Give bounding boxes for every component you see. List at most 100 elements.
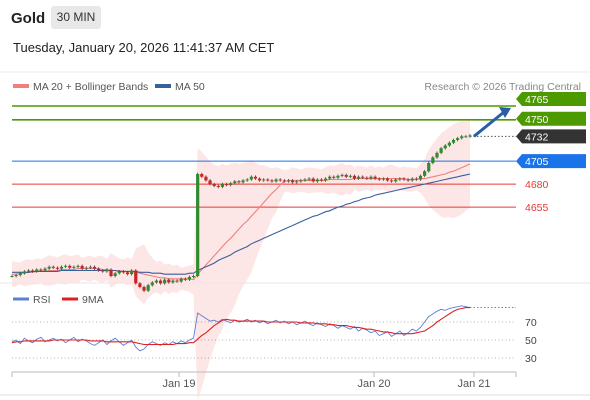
- x-tick-label-2: Jan 20: [357, 378, 390, 390]
- candlestick-series: [10, 134, 472, 293]
- candle-body: [142, 287, 146, 291]
- candle-body: [113, 273, 117, 276]
- rsi-lines: [11, 305, 516, 352]
- candle-body: [35, 269, 39, 272]
- candle-body: [224, 184, 229, 186]
- candle-body: [158, 280, 163, 284]
- rsi-tick-label-30: 30: [525, 353, 537, 365]
- candle-body: [51, 266, 55, 268]
- rsi-grid: 70 50 30: [12, 317, 537, 365]
- candle-body: [14, 275, 18, 277]
- source-credit: Research © 2026 Trading Central: [424, 81, 581, 93]
- candle-body: [154, 280, 159, 283]
- candle-body: [204, 176, 208, 181]
- candle-body: [369, 176, 373, 179]
- candle-body: [134, 270, 138, 284]
- candle-body: [460, 136, 464, 139]
- price-tag-bg-4750: [516, 111, 586, 126]
- price-tag-4750: 4750: [525, 114, 549, 126]
- candle-body: [233, 181, 237, 184]
- candle-body: [39, 269, 43, 271]
- header-bar: Gold 30 MIN: [0, 0, 590, 36]
- candle-body: [290, 180, 295, 183]
- candle-body: [105, 269, 109, 272]
- candle-body: [443, 145, 447, 149]
- candle-body: [257, 178, 262, 181]
- candle-body: [146, 285, 150, 291]
- candle-body: [22, 271, 26, 274]
- candle-body: [183, 278, 187, 280]
- candle-body: [299, 180, 303, 182]
- candle-body: [138, 283, 142, 288]
- candle-body: [212, 184, 216, 186]
- candle-body: [373, 176, 377, 179]
- candle-body: [117, 271, 121, 274]
- candle-body: [356, 176, 361, 179]
- moving-averages: [12, 163, 471, 281]
- candle-body: [10, 276, 14, 277]
- candle-body: [241, 180, 245, 183]
- price-tag-4705: 4705: [525, 156, 549, 168]
- candle-body: [121, 271, 126, 273]
- price-tag-bg-4705: [516, 154, 586, 169]
- candle-body: [43, 268, 47, 271]
- candle-body: [163, 279, 167, 284]
- candle-body: [130, 270, 134, 275]
- price-tag-4655: 4655: [525, 202, 549, 214]
- candle-body: [31, 270, 35, 272]
- price-tag-4732: 4732: [525, 131, 549, 143]
- candle-body: [456, 138, 460, 140]
- candle-body: [68, 265, 72, 268]
- candle-body: [59, 266, 64, 269]
- price-tag-4765: 4765: [525, 94, 549, 106]
- candle-body: [47, 266, 51, 269]
- candle-body: [76, 265, 80, 267]
- bollinger-band-area: [12, 120, 470, 400]
- candle-body: [464, 136, 468, 138]
- legend-label-ma50: MA 50: [175, 81, 205, 93]
- price-tags: 4765 4750 4732 4705 4680 4655: [516, 92, 586, 214]
- candle-body: [216, 185, 220, 187]
- candle-body: [270, 180, 274, 182]
- candle-body: [237, 181, 241, 183]
- legend-label-ma20: MA 20 + Bollinger Bands: [33, 81, 148, 93]
- candle-body: [187, 276, 192, 280]
- candle-body: [295, 181, 299, 183]
- candle-body: [84, 267, 88, 269]
- legend-swatch-ma20: [13, 84, 29, 88]
- candle-body: [315, 179, 319, 182]
- candle-body: [423, 171, 427, 176]
- candle-body: [468, 135, 472, 137]
- price-tag-bg-4765: [516, 92, 586, 106]
- candle-body: [92, 266, 97, 269]
- legend-swatch-ma50: [155, 84, 171, 88]
- candle-body: [431, 157, 435, 163]
- ma20-line: [12, 163, 471, 281]
- candle-body: [344, 174, 348, 177]
- candle-body: [80, 265, 84, 269]
- candle-body: [97, 268, 101, 271]
- candle-body: [385, 178, 390, 181]
- candle-body: [398, 178, 402, 180]
- price-tag-bg-4732: [516, 129, 586, 144]
- candle-body: [64, 265, 68, 267]
- forecast-arrow-head: [499, 107, 511, 118]
- candle-body: [262, 179, 266, 181]
- x-tick-label-1: Jan 19: [162, 378, 195, 390]
- candle-body: [377, 178, 381, 180]
- candle-body: [394, 179, 398, 182]
- candle-body: [109, 269, 113, 276]
- candle-body: [88, 266, 92, 268]
- candle-body: [361, 176, 365, 178]
- candle-body: [266, 179, 270, 181]
- timeframe-button[interactable]: 30 MIN: [51, 6, 101, 29]
- candle-body: [229, 183, 233, 186]
- legend-label-rsi-ma: 9MA: [82, 294, 104, 306]
- candle-body: [435, 152, 439, 158]
- candle-body: [406, 179, 410, 181]
- candle-body: [249, 176, 253, 180]
- candle-body: [303, 179, 307, 181]
- x-tick-label-3: Jan 21: [457, 378, 490, 390]
- candle-body: [451, 140, 456, 143]
